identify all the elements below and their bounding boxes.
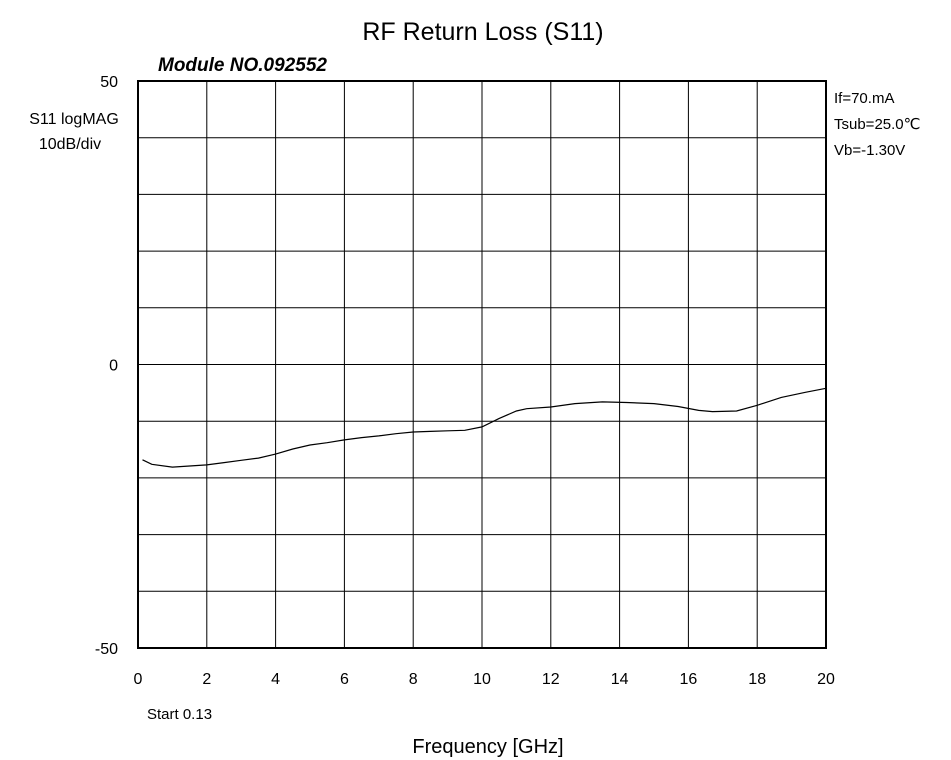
x-tick-label: 4 <box>271 671 280 688</box>
x-tick-label: 12 <box>542 671 560 688</box>
x-tick-label: 10 <box>473 671 491 688</box>
x-tick-label: 18 <box>748 671 766 688</box>
s11-series-line <box>142 387 827 468</box>
x-tick-label: 0 <box>134 671 143 688</box>
x-tick-label: 6 <box>340 671 349 688</box>
y-axis-label-line-1: S11 logMAG <box>29 111 119 128</box>
grid-lines <box>138 81 826 648</box>
y-tick-label: 50 <box>100 74 118 91</box>
plot-frame <box>137 80 827 649</box>
y-tick-label: -50 <box>95 641 118 658</box>
x-tick-label: 16 <box>680 671 698 688</box>
y-axis-label-line-2: 10dB/div <box>39 136 101 153</box>
x-tick-label: 8 <box>409 671 418 688</box>
x-tick-label: 14 <box>611 671 629 688</box>
annotation-if: If=70.mA <box>834 90 894 107</box>
x-tick-label: 2 <box>202 671 211 688</box>
x-tick-label: 20 <box>817 671 835 688</box>
x-tick-labels: 0 2 4 6 8 10 12 14 16 18 20 <box>134 671 835 688</box>
annotation-tsub: Tsub=25.0℃ <box>834 116 920 133</box>
y-tick-labels: 50 0 -50 <box>95 74 118 658</box>
chart-title: RF Return Loss (S11) <box>362 18 603 46</box>
start-frequency-label: Start 0.13 <box>147 706 212 723</box>
chart-subtitle: Module NO.092552 <box>158 55 327 76</box>
y-tick-label: 0 <box>109 358 118 375</box>
annotation-vb: Vb=-1.30V <box>834 142 905 159</box>
x-axis-label: Frequency [GHz] <box>412 736 563 758</box>
